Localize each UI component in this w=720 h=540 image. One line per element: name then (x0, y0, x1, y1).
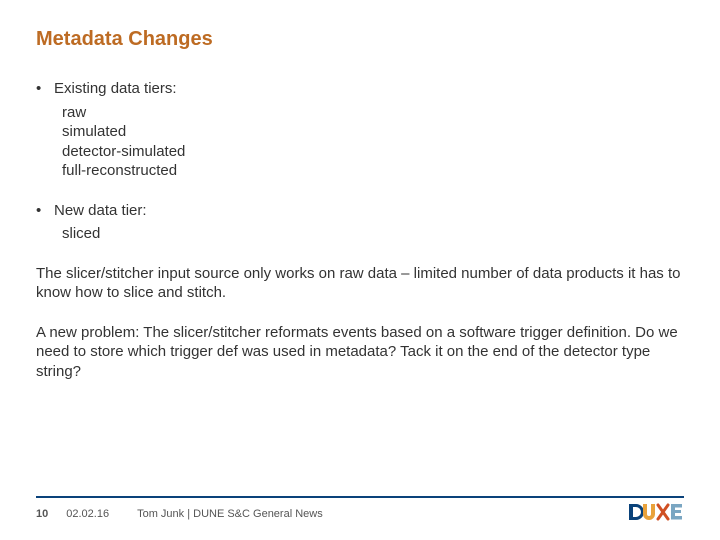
bullet-mark: • (36, 79, 54, 99)
list-item: simulated (62, 122, 684, 142)
bullet-1-label: Existing data tiers: (54, 79, 177, 99)
dune-logo-icon (628, 502, 684, 522)
footer-date: 02.02.16 (66, 508, 109, 520)
bullet-2-label: New data tier: (54, 201, 147, 221)
paragraph-1: The slicer/stitcher input source only wo… (36, 264, 684, 303)
slide-body: • Existing data tiers: raw simulated det… (36, 79, 684, 381)
slide: Metadata Changes • Existing data tiers: … (0, 0, 720, 540)
list-item: raw (62, 103, 684, 123)
bullet-2-items: sliced (36, 224, 684, 244)
footer: 10 02.02.16 Tom Junk | DUNE S&C General … (36, 496, 684, 520)
footer-divider (36, 496, 684, 498)
list-item: full-reconstructed (62, 161, 684, 181)
paragraph-2: A new problem: The slicer/stitcher refor… (36, 323, 684, 382)
page-number: 10 (36, 508, 48, 520)
slide-title: Metadata Changes (36, 28, 684, 51)
list-item: detector-simulated (62, 142, 684, 162)
bullet-1: • Existing data tiers: (36, 79, 684, 99)
list-item: sliced (62, 224, 684, 244)
bullet-1-items: raw simulated detector-simulated full-re… (36, 103, 684, 181)
bullet-2: • New data tier: (36, 201, 684, 221)
footer-row: 10 02.02.16 Tom Junk | DUNE S&C General … (36, 508, 684, 520)
bullet-mark: • (36, 201, 54, 221)
footer-text: Tom Junk | DUNE S&C General News (137, 508, 323, 520)
